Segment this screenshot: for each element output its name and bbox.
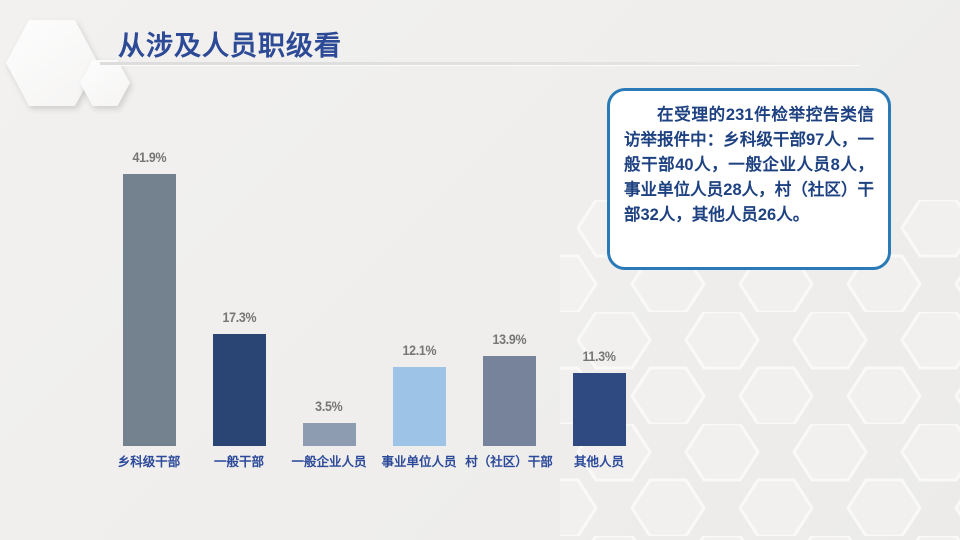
category-label: 事业单位人员 (381, 455, 457, 469)
bar (392, 367, 446, 446)
category-slot: 村（社区）干部 (464, 451, 554, 470)
bar (122, 174, 176, 446)
category-slot: 一般干部 (194, 451, 284, 470)
category-label: 乡科级干部 (117, 455, 181, 469)
category-slot: 一般企业人员 (284, 451, 374, 470)
category-label: 村（社区）干部 (465, 455, 553, 469)
bar-value-label: 11.3% (582, 349, 616, 364)
category-slot: 乡科级干部 (104, 451, 194, 470)
summary-textbox: 在受理的231件检举控告类信访举报件中：乡科级干部97人，一般干部40人，一般企… (607, 88, 891, 270)
bar-chart: 41.9% 17.3% 3.5% 12.1% 13.9% 11.3% (104, 140, 644, 446)
bar-slot: 13.9% (464, 140, 554, 446)
bar (482, 356, 536, 446)
category-label: 一般企业人员 (291, 455, 367, 469)
title-divider (100, 62, 860, 66)
bar-slot: 11.3% (554, 140, 644, 446)
bar-value-label: 41.9% (132, 150, 166, 165)
bar-chart-category-labels: 乡科级干部 一般干部 一般企业人员 事业单位人员 村（社区）干部 其他人员 (104, 451, 644, 470)
bar (212, 334, 266, 446)
bar-slot: 41.9% (104, 140, 194, 446)
summary-text: 在受理的231件检举控告类信访举报件中：乡科级干部97人，一般干部40人，一般企… (624, 106, 874, 224)
bar-slot: 12.1% (374, 140, 464, 446)
bar-value-label: 12.1% (402, 343, 436, 358)
bar-value-label: 13.9% (492, 332, 526, 347)
bar-slot: 17.3% (194, 140, 284, 446)
bar (302, 423, 356, 446)
bar-slot: 3.5% (284, 140, 374, 446)
bar-value-label: 17.3% (222, 310, 256, 325)
hexagon-decoration-large (6, 20, 98, 106)
category-slot: 事业单位人员 (374, 451, 464, 470)
category-label: 一般干部 (213, 455, 264, 469)
hexagon-decoration-small (80, 60, 130, 106)
bar-value-label: 3.5% (315, 399, 343, 414)
bar (572, 373, 626, 446)
category-label: 其他人员 (573, 455, 624, 469)
page-title: 从涉及人员职级看 (118, 31, 342, 61)
category-slot: 其他人员 (554, 451, 644, 470)
